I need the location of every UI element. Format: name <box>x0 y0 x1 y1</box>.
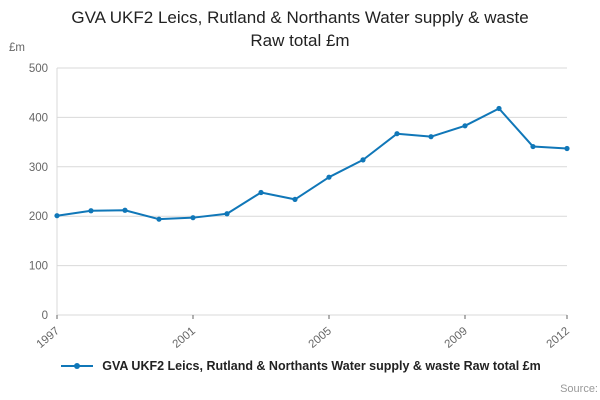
x-tick-label: 1997 <box>35 325 62 351</box>
data-point <box>462 123 468 129</box>
data-point <box>428 134 434 140</box>
y-tick-label: 0 <box>42 310 48 322</box>
x-tick-label: 2012 <box>545 325 572 351</box>
y-tick-label: 300 <box>29 162 48 174</box>
legend-line-marker <box>61 363 94 369</box>
y-tick-label: 100 <box>29 261 48 273</box>
data-point <box>530 143 536 150</box>
y-tick-label: 200 <box>29 211 48 223</box>
y-tick-label: 400 <box>29 112 48 124</box>
x-tick-label: 2009 <box>443 325 470 351</box>
legend-label: GVA UKF2 Leics, Rutland & Northants Wate… <box>102 359 541 373</box>
data-point <box>360 157 366 163</box>
chart-title-line2: Raw total £m <box>250 30 350 50</box>
source-label: Source: <box>560 383 598 395</box>
data-point <box>156 216 162 222</box>
line-chart: 0 100 200 300 400 500 1997 2001 2005 2009 2012 <box>29 63 572 351</box>
data-point <box>190 215 196 221</box>
data-point <box>496 105 502 112</box>
chart-title-line1: GVA UKF2 Leics, Rutland & Northants Wate… <box>71 8 529 27</box>
x-tick-label: 2001 <box>171 325 198 351</box>
data-point <box>54 213 60 219</box>
data-point <box>564 145 570 152</box>
data-point <box>394 131 400 137</box>
y-tick-label: 500 <box>29 63 48 75</box>
chart-title: GVA UKF2 Leics, Rutland & Northants Wate… <box>0 7 600 53</box>
data-point <box>224 211 230 217</box>
data-line <box>56 107 568 221</box>
data-point <box>88 208 94 214</box>
legend: GVA UKF2 Leics, Rutland & Northants Wate… <box>0 359 600 373</box>
data-point <box>292 196 298 203</box>
data-point <box>258 189 264 196</box>
y-axis-unit-label: £m <box>9 42 25 54</box>
x-tick-label: 2005 <box>307 325 334 351</box>
data-point <box>326 174 332 180</box>
data-point <box>122 207 128 213</box>
